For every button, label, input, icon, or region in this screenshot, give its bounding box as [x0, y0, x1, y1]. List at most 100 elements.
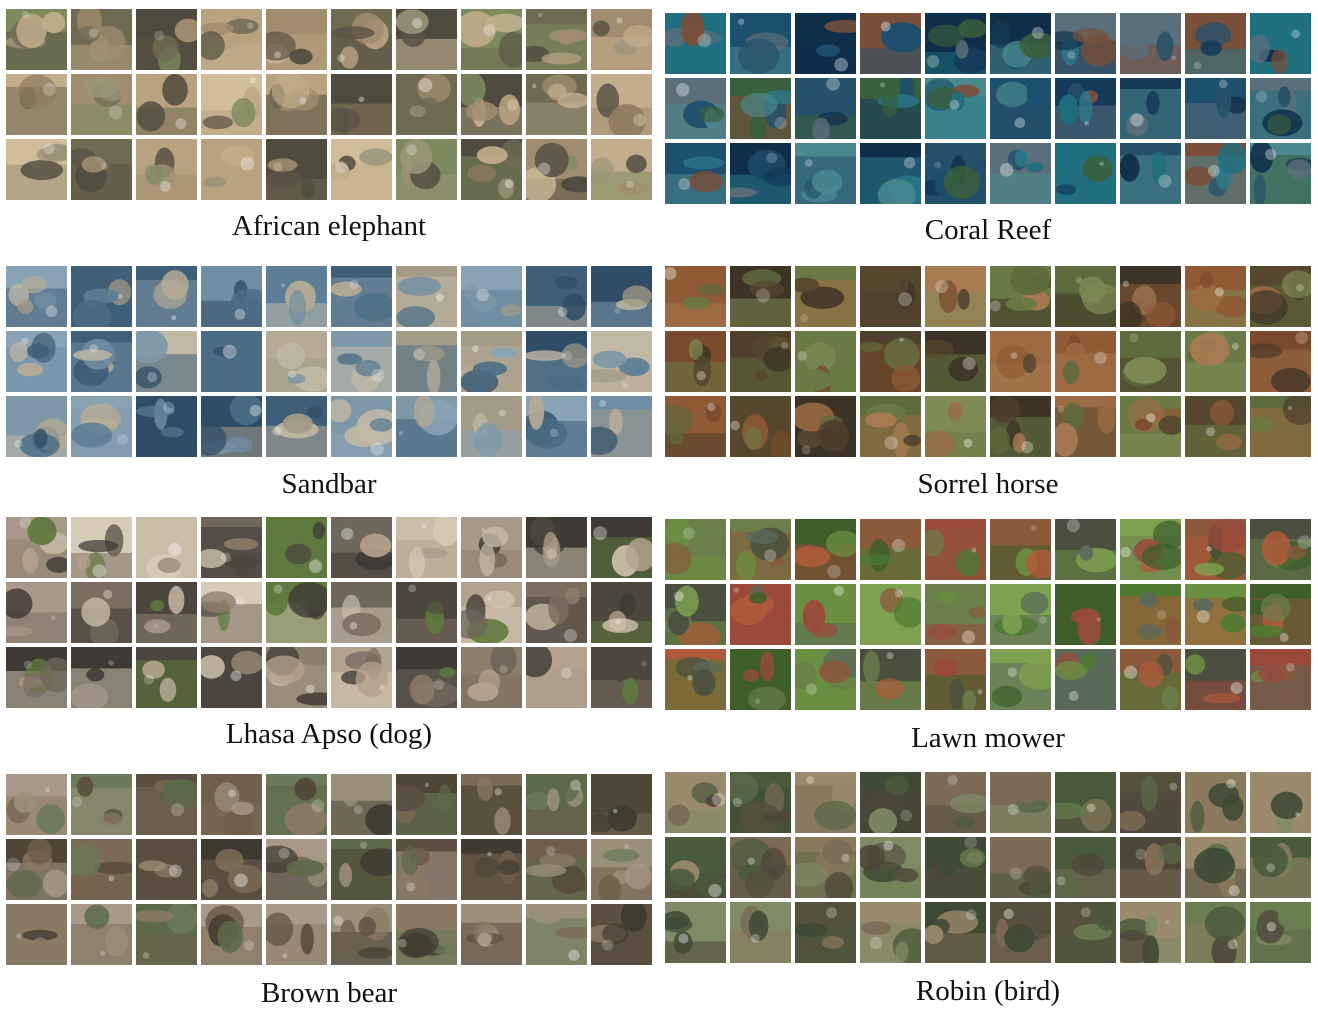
thumbnail-image [1120, 584, 1181, 645]
thumbnail-image [1185, 649, 1246, 710]
thumbnail-image [461, 266, 522, 327]
thumbnail-image [665, 331, 726, 392]
thumbnail-image [1055, 584, 1116, 645]
thumbnail-image [860, 396, 921, 457]
thumbnail-image [1055, 519, 1116, 580]
thumbnail-image [1120, 143, 1181, 204]
thumbnail-image [1250, 13, 1311, 74]
thumbnail-image [6, 839, 67, 900]
thumbnail-image [136, 74, 197, 135]
thumbnail-image [1120, 772, 1181, 833]
thumbnail-image [526, 139, 587, 200]
thumbnail-image [266, 582, 327, 643]
thumbnail-image [665, 266, 726, 327]
thumbnail-image [1120, 13, 1181, 74]
thumbnail-image [266, 904, 327, 965]
thumbnail-image [860, 649, 921, 710]
thumbnail-image [1055, 78, 1116, 139]
thumbnail-image [1120, 902, 1181, 963]
thumbnail-image [1120, 519, 1181, 580]
panel-caption: Sorrel horse [917, 468, 1059, 500]
thumbnail-image [136, 396, 197, 457]
thumbnail-image [990, 13, 1051, 74]
thumbnail-image [1250, 519, 1311, 580]
thumbnail-image [665, 396, 726, 457]
thumbnail-image [990, 902, 1051, 963]
thumbnail-image [6, 139, 67, 200]
thumbnail-image [526, 582, 587, 643]
thumbnail-image [331, 74, 392, 135]
thumbnail-image [201, 904, 262, 965]
thumbnail-image [1120, 396, 1181, 457]
thumbnail-image [591, 139, 652, 200]
thumbnail-image [795, 772, 856, 833]
thumbnail-image [990, 772, 1051, 833]
thumbnail-image [396, 647, 457, 708]
thumbnail-image [266, 331, 327, 392]
thumbnail-image [6, 517, 67, 578]
thumbnail-image [6, 582, 67, 643]
thumbnail-image [331, 266, 392, 327]
thumbnail-image [925, 584, 986, 645]
thumbnail-image [591, 266, 652, 327]
thumbnail-image [925, 837, 986, 898]
thumbnail-image [71, 904, 132, 965]
thumbnail-image [136, 904, 197, 965]
thumbnail-image [526, 517, 587, 578]
thumbnail-image [665, 143, 726, 204]
thumbnail-image [665, 902, 726, 963]
thumbnail-image [990, 396, 1051, 457]
thumbnail-image [795, 584, 856, 645]
thumbnail-image [396, 139, 457, 200]
thumbnail-image [526, 774, 587, 835]
thumbnail-image [860, 331, 921, 392]
thumbnail-image [526, 839, 587, 900]
thumbnail-image [461, 904, 522, 965]
thumbnail-image [591, 904, 652, 965]
thumbnail-image [201, 9, 262, 70]
thumbnail-image [1185, 519, 1246, 580]
thumbnail-image [925, 902, 986, 963]
thumbnail-image [990, 266, 1051, 327]
thumbnail-image [925, 519, 986, 580]
thumbnail-image [331, 331, 392, 392]
thumbnail-image [201, 774, 262, 835]
thumbnail-image [730, 331, 791, 392]
thumbnail-image [1055, 396, 1116, 457]
thumbnail-image [396, 839, 457, 900]
image-grid [665, 519, 1311, 710]
thumbnail-image [990, 649, 1051, 710]
thumbnail-image [860, 772, 921, 833]
thumbnail-image [136, 582, 197, 643]
thumbnail-image [591, 774, 652, 835]
thumbnail-image [1055, 331, 1116, 392]
thumbnail-image [6, 396, 67, 457]
thumbnail-image [396, 904, 457, 965]
thumbnail-image [1250, 772, 1311, 833]
thumbnail-image [1120, 331, 1181, 392]
panel-sorrel-horse: Sorrel horse [665, 266, 1311, 500]
thumbnail-image [665, 649, 726, 710]
thumbnail-image [6, 331, 67, 392]
thumbnail-image [1185, 772, 1246, 833]
thumbnail-image [925, 13, 986, 74]
thumbnail-image [71, 74, 132, 135]
thumbnail-image [6, 74, 67, 135]
thumbnail-image [201, 517, 262, 578]
thumbnail-image [1250, 584, 1311, 645]
panel-caption: Robin (bird) [915, 975, 1061, 1007]
thumbnail-image [461, 74, 522, 135]
thumbnail-image [201, 582, 262, 643]
thumbnail-image [136, 517, 197, 578]
thumbnail-image [201, 396, 262, 457]
thumbnail-image [461, 774, 522, 835]
thumbnail-image [461, 9, 522, 70]
thumbnail-image [331, 582, 392, 643]
thumbnail-image [71, 331, 132, 392]
thumbnail-image [860, 143, 921, 204]
thumbnail-image [136, 839, 197, 900]
image-grid [665, 266, 1311, 457]
thumbnail-image [665, 13, 726, 74]
panel-sandbar: Sandbar [6, 266, 652, 500]
thumbnail-image [1250, 266, 1311, 327]
